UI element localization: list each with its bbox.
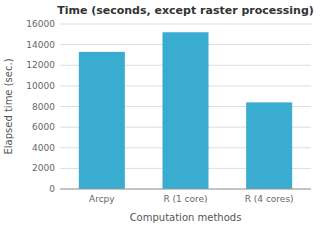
chart-container: 0 2000 4000 6000 8000 10000 12000 14000 16000 Arc… xyxy=(0,0,321,229)
x-axis-line xyxy=(60,189,311,190)
x-tick-label: R (1 core) xyxy=(163,194,207,204)
title: Time (seconds, except raster processing) xyxy=(57,4,314,17)
x-axis-label: Computation methods xyxy=(130,212,242,223)
bars xyxy=(79,32,292,189)
bar xyxy=(162,32,208,189)
grid xyxy=(60,24,311,189)
y-tick-label: 2000 xyxy=(32,163,55,173)
chart: 0 2000 4000 6000 8000 10000 12000 14000 16000 Arc… xyxy=(0,0,321,229)
y-tick-label: 10000 xyxy=(26,81,55,91)
grid-line xyxy=(60,189,311,190)
y-axis-label: Elapsed time (sec.) xyxy=(3,58,14,154)
x-tick-label: R (4 cores) xyxy=(245,194,294,204)
y-tick-label: 12000 xyxy=(26,60,55,70)
y-tick-label: 14000 xyxy=(26,40,55,50)
grid-line xyxy=(60,24,311,25)
x-tick-label: Arcpy xyxy=(89,194,115,204)
y-tick-label: 8000 xyxy=(32,102,55,112)
y-tick-label: 4000 xyxy=(32,143,55,153)
y-tick-label: 16000 xyxy=(26,19,55,29)
bar xyxy=(246,102,292,189)
bar xyxy=(79,52,125,189)
y-tick-label: 0 xyxy=(49,184,55,194)
y-tick-label: 6000 xyxy=(32,122,55,132)
